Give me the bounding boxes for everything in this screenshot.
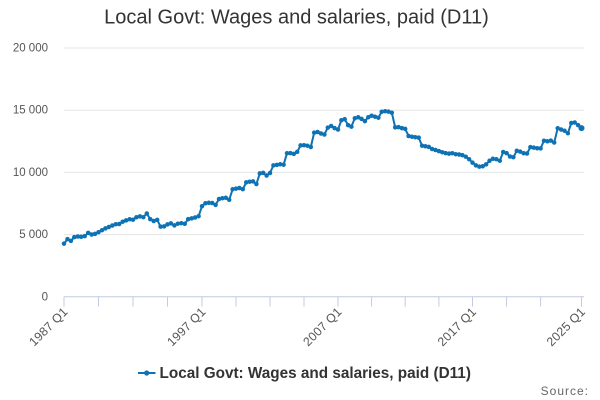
- svg-text:Local Govt: Wages and salaries: Local Govt: Wages and salaries, paid (D1…: [160, 365, 471, 382]
- svg-text:20 000: 20 000: [13, 43, 48, 55]
- svg-text:0: 0: [42, 291, 48, 303]
- svg-text:5 000: 5 000: [19, 229, 48, 241]
- svg-text:Source:: Source:: [541, 384, 589, 398]
- svg-text:10 000: 10 000: [13, 167, 48, 179]
- svg-text:Local Govt: Wages and salaries: Local Govt: Wages and salaries, paid (D1…: [104, 7, 489, 29]
- svg-text:15 000: 15 000: [13, 105, 48, 117]
